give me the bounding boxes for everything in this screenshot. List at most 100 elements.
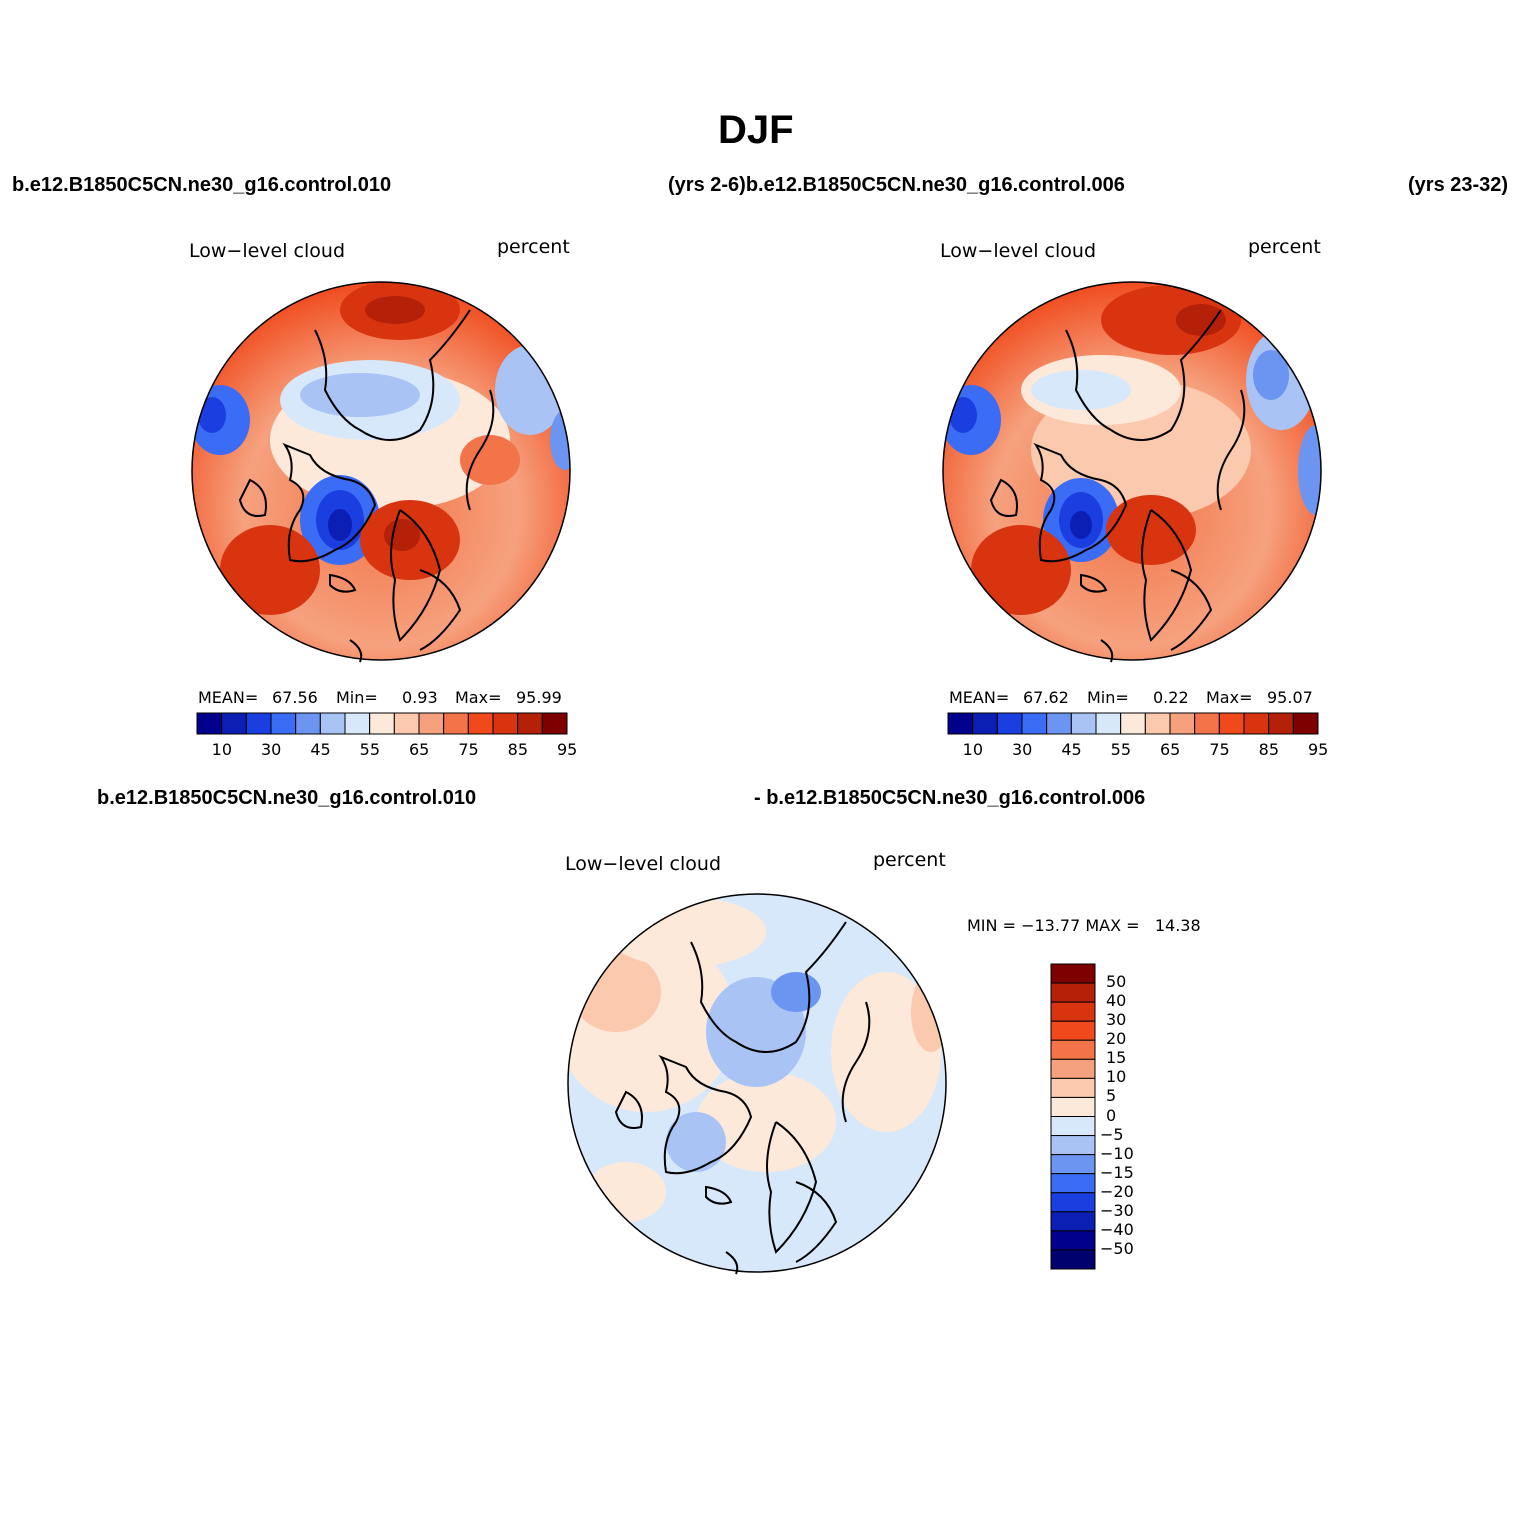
colorbar-tick-label: −5 xyxy=(1100,1124,1124,1144)
colorbar-tick-label: 75 xyxy=(458,740,479,759)
panel1-polar-map xyxy=(191,281,571,663)
panel2-min-value: 0.22 xyxy=(1153,688,1189,707)
panel3-colorbar xyxy=(1050,963,1096,1270)
colorbar-swatch xyxy=(492,712,519,735)
panel2-mean-value: 67.62 xyxy=(1023,688,1069,707)
colorbar-tick-label: 30 xyxy=(1106,1010,1127,1030)
panel1-mean-label: MEAN= xyxy=(198,688,259,707)
colorbar-swatch xyxy=(1050,1077,1096,1098)
colorbar-tick-label: 85 xyxy=(507,740,529,759)
colorbar-swatch xyxy=(1050,1192,1096,1213)
colorbar-swatch xyxy=(1050,963,1096,984)
colorbar-swatch xyxy=(1050,1173,1096,1194)
panel1-mean-value: 67.56 xyxy=(272,688,318,707)
colorbar-swatch xyxy=(1050,1096,1096,1117)
colorbar-tick-label: 55 xyxy=(1110,740,1132,759)
colorbar-swatch xyxy=(1046,712,1072,735)
colorbar-tick-label: 55 xyxy=(359,740,381,759)
panel1-max-label: Max= xyxy=(455,688,502,707)
colorbar-tick-label: −30 xyxy=(1100,1200,1134,1220)
colorbar-tick-label: 45 xyxy=(310,740,331,759)
colorbar-swatch xyxy=(1050,1249,1096,1270)
panel2-units-label: percent xyxy=(1248,236,1321,258)
colorbar-tick-label: −10 xyxy=(1100,1143,1134,1163)
colorbar-swatch xyxy=(1218,712,1245,735)
panel3-variable-label: Low−level cloud xyxy=(565,853,722,875)
colorbar-swatch xyxy=(1050,1116,1096,1137)
colorbar-swatch xyxy=(1243,712,1270,735)
colorbar-swatch xyxy=(196,712,223,735)
colorbar-swatch xyxy=(1050,1135,1096,1156)
colorbar-swatch xyxy=(344,712,371,735)
colorbar-swatch xyxy=(1050,1039,1096,1060)
top-mid-case-label: (yrs 2-6)b.e12.B1850C5CN.ne30_g16.contro… xyxy=(668,174,1125,196)
colorbar-swatch xyxy=(1268,712,1294,735)
colorbar-swatch xyxy=(1194,712,1220,735)
colorbar-swatch xyxy=(1169,712,1196,735)
colorbar-swatch xyxy=(996,712,1023,735)
colorbar-tick-label: 85 xyxy=(1258,740,1280,759)
colorbar-tick-label: 65 xyxy=(409,740,430,759)
colorbar-tick-label: 30 xyxy=(1012,740,1033,759)
colorbar-tick-label: 30 xyxy=(261,740,282,759)
top-left-case-label: b.e12.B1850C5CN.ne30_g16.control.010 xyxy=(12,174,392,196)
panel2-polar-map xyxy=(942,281,1322,663)
colorbar-tick-label: −40 xyxy=(1100,1219,1134,1239)
colorbar-swatch xyxy=(245,712,272,735)
panel1-min-label: Min= xyxy=(336,688,378,707)
panel3-units-label: percent xyxy=(873,849,946,871)
figure-title: DJF xyxy=(718,108,794,152)
bottom-left-case-label: b.e12.B1850C5CN.ne30_g16.control.010 xyxy=(97,787,477,809)
panel1-units-label: percent xyxy=(497,236,570,258)
colorbar-tick-label: 95 xyxy=(1308,740,1329,759)
panel1-max-value: 95.99 xyxy=(516,688,562,707)
panel1-min-value: 0.93 xyxy=(402,688,438,707)
colorbar-tick-label: 95 xyxy=(557,740,578,759)
colorbar-tick-label: −20 xyxy=(1100,1181,1134,1201)
colorbar-tick-label: 10 xyxy=(962,740,984,759)
top-right-case-label: (yrs 23-32) xyxy=(1408,174,1509,196)
colorbar-tick-label: −15 xyxy=(1100,1162,1134,1182)
colorbar-swatch xyxy=(972,712,998,735)
panel2-variable-label: Low−level cloud xyxy=(940,240,1097,262)
colorbar-swatch xyxy=(1050,982,1096,1003)
colorbar-swatch xyxy=(418,712,445,735)
colorbar-swatch xyxy=(1021,712,1048,735)
panel2-max-label: Max= xyxy=(1206,688,1253,707)
colorbar-tick-label: 10 xyxy=(1106,1067,1127,1087)
colorbar-tick-label: 75 xyxy=(1209,740,1230,759)
colorbar-swatch xyxy=(467,712,494,735)
colorbar-tick-label: 65 xyxy=(1160,740,1181,759)
colorbar-tick-label: 50 xyxy=(1106,972,1127,992)
colorbar-tick-label: 45 xyxy=(1061,740,1082,759)
colorbar-swatch xyxy=(443,712,469,735)
colorbar-swatch xyxy=(270,712,297,735)
colorbar-tick-label: 10 xyxy=(211,740,233,759)
colorbar-swatch xyxy=(947,712,974,735)
colorbar-tick-label: 5 xyxy=(1106,1086,1117,1106)
colorbar-swatch xyxy=(1144,712,1171,735)
colorbar-swatch xyxy=(1095,712,1122,735)
colorbar-swatch xyxy=(1292,712,1319,735)
colorbar-tick-label: 15 xyxy=(1106,1048,1127,1068)
colorbar-swatch xyxy=(541,712,568,735)
colorbar-swatch xyxy=(369,712,395,735)
colorbar-swatch xyxy=(221,712,247,735)
panel2-colorbar xyxy=(947,712,1319,735)
panel3-polar-map xyxy=(567,893,947,1275)
panel2-min-label: Min= xyxy=(1087,688,1129,707)
colorbar-swatch xyxy=(517,712,543,735)
panel3-min-max-text: MIN = −13.77 MAX = 14.38 xyxy=(967,916,1201,935)
colorbar-tick-label: 20 xyxy=(1106,1029,1127,1049)
colorbar-swatch xyxy=(1050,1211,1096,1232)
colorbar-swatch xyxy=(1050,1020,1096,1041)
colorbar-tick-label: 0 xyxy=(1106,1105,1117,1125)
colorbar-tick-label: −50 xyxy=(1100,1238,1134,1258)
colorbar-swatch xyxy=(1050,1058,1096,1079)
panel2-max-value: 95.07 xyxy=(1267,688,1313,707)
bottom-mid-case-label: - b.e12.B1850C5CN.ne30_g16.control.006 xyxy=(754,787,1146,809)
panel1-variable-label: Low−level cloud xyxy=(189,240,346,262)
panel2-mean-label: MEAN= xyxy=(949,688,1010,707)
colorbar-swatch xyxy=(1120,712,1146,735)
colorbar-swatch xyxy=(1050,1001,1096,1022)
